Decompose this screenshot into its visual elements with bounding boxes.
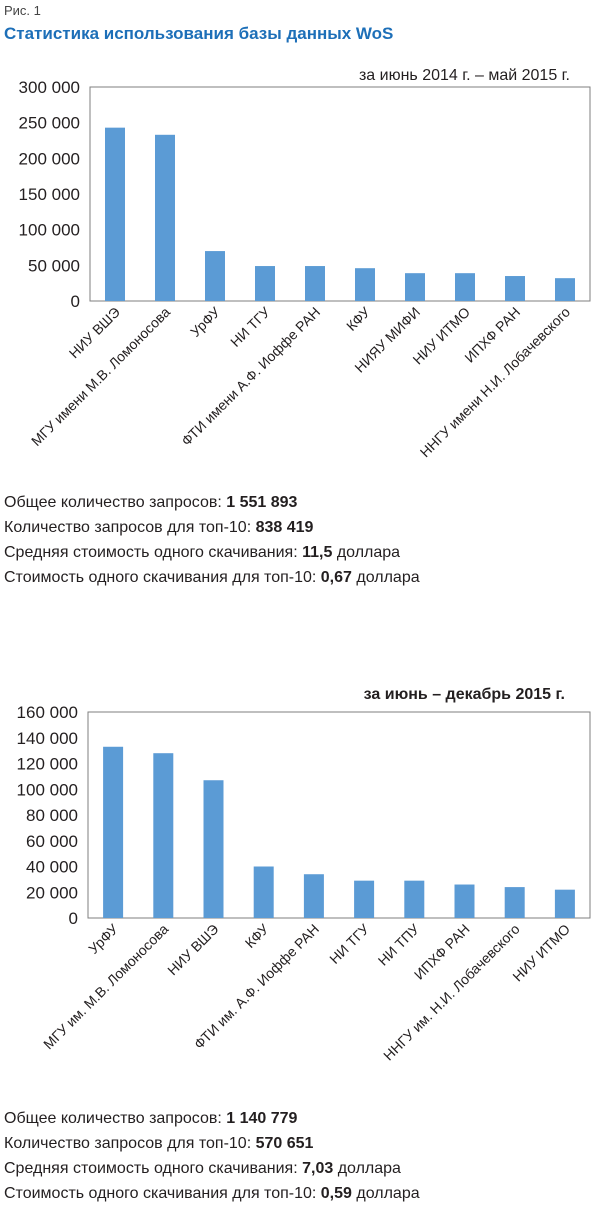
y-tick-label: 0: [71, 292, 80, 311]
stat-line: Стоимость одного скачивания для топ-10: …: [4, 1181, 420, 1206]
bar: [103, 746, 124, 918]
stat-unit: доллара: [332, 544, 401, 561]
stat-unit: доллара: [351, 569, 420, 586]
stats-2014-2015: Общее количество запросов: 1 551 893 Коли…: [4, 490, 420, 590]
stat-value: 11,5: [302, 544, 333, 561]
y-tick-label: 140 000: [17, 729, 78, 748]
bar: [155, 134, 175, 301]
bar: [554, 889, 575, 918]
stats-2015: Общее количество запросов: 1 140 779 Коли…: [4, 1106, 420, 1206]
y-tick-label: 200 000: [19, 149, 80, 168]
stat-line: Средняя стоимость одного скачивания: 11,…: [4, 540, 420, 565]
bar: [505, 276, 525, 301]
stat-value: 1 551 893: [226, 494, 298, 511]
x-tick-label: НИ ТГУ: [227, 304, 273, 350]
x-tick-label: НИ ТПУ: [375, 921, 423, 969]
bar: [253, 866, 274, 918]
stat-label: Стоимость одного скачивания для топ-10:: [4, 569, 321, 586]
figure-title: Статистика использования базы данных WoS: [4, 24, 394, 43]
stat-line: Количество запросов для топ-10: 838 419: [4, 515, 420, 540]
stat-line: Количество запросов для топ-10: 570 651: [4, 1131, 420, 1156]
stat-line: Общее количество запросов: 1 140 779: [4, 1106, 420, 1131]
x-tick-label: НИУ ВШЭ: [164, 921, 221, 978]
y-tick-label: 100 000: [19, 221, 80, 240]
bar: [205, 251, 225, 301]
bar-chart-2014-2015: за июнь 2014 г. – май 2015 г. 0 50 000 100 …: [19, 67, 591, 460]
stat-value: 1 140 779: [226, 1110, 298, 1127]
bar: [355, 268, 375, 301]
y-tick-label: 300 000: [19, 78, 80, 97]
stat-line: Общее количество запросов: 1 551 893: [4, 490, 420, 515]
bar: [354, 880, 375, 918]
stat-line: Средняя стоимость одного скачивания: 7,0…: [4, 1156, 420, 1181]
bar: [404, 880, 425, 918]
bar: [455, 273, 475, 301]
stat-value: 570 651: [255, 1135, 314, 1152]
stat-label: Стоимость одного скачивания для топ-10:: [4, 1185, 321, 1202]
plot-area-border: [87, 711, 591, 919]
stat-label: Средняя стоимость одного скачивания:: [4, 544, 303, 561]
x-tick-label: УрФУ: [85, 921, 121, 957]
bar: [405, 273, 425, 301]
bar: [105, 127, 125, 301]
bar: [454, 884, 475, 918]
y-tick-label: 20 000: [26, 883, 78, 902]
x-tick-label: НИ ТГУ: [326, 921, 372, 967]
y-tick-label: 120 000: [17, 755, 78, 774]
bar: [555, 278, 575, 301]
stat-label: Средняя стоимость одного скачивания:: [4, 1160, 303, 1177]
x-tick-label: КФУ: [343, 304, 373, 334]
bar: [504, 887, 525, 918]
bar: [303, 874, 324, 918]
y-tick-label: 50 000: [28, 256, 80, 275]
bar: [153, 753, 174, 918]
y-tick-label: 60 000: [26, 832, 78, 851]
plot-area-border: [89, 86, 591, 302]
stat-line: Стоимость одного скачивания для топ-10: …: [4, 565, 420, 590]
y-tick-label: 80 000: [26, 806, 78, 825]
y-tick-label: 250 000: [19, 114, 80, 133]
bar-chart-2015: за июнь – декабрь 2015 г. 0 20 000 40 000 60…: [17, 686, 591, 1064]
y-tick-label: 40 000: [26, 858, 78, 877]
stat-unit: доллара: [351, 1185, 420, 1202]
stat-unit: доллара: [333, 1160, 401, 1177]
chart-subtitle: за июнь – декабрь 2015 г.: [364, 686, 565, 703]
stat-label: Количество запросов для топ-10:: [4, 1135, 256, 1152]
y-tick-label: 160 000: [17, 703, 78, 722]
bar: [305, 266, 325, 301]
stat-value: 7,03: [302, 1160, 334, 1177]
chart-subtitle: за июнь 2014 г. – май 2015 г.: [359, 67, 570, 84]
bar: [203, 780, 224, 918]
x-tick-label: УрФУ: [187, 304, 223, 340]
stat-value: 0,59: [320, 1185, 352, 1202]
stat-label: Количество запросов для топ-10:: [4, 519, 256, 536]
stat-value: 838 419: [255, 519, 314, 536]
x-tick-label: КФУ: [242, 921, 272, 951]
bar: [255, 266, 275, 301]
figure-label: Рис. 1: [4, 3, 41, 18]
stat-label: Общее количество запросов:: [4, 494, 227, 511]
stat-label: Общее количество запросов:: [4, 1110, 227, 1127]
stat-value: 0,67: [320, 569, 352, 586]
y-tick-label: 100 000: [17, 780, 78, 799]
y-tick-label: 0: [69, 909, 78, 928]
y-tick-label: 150 000: [19, 185, 80, 204]
